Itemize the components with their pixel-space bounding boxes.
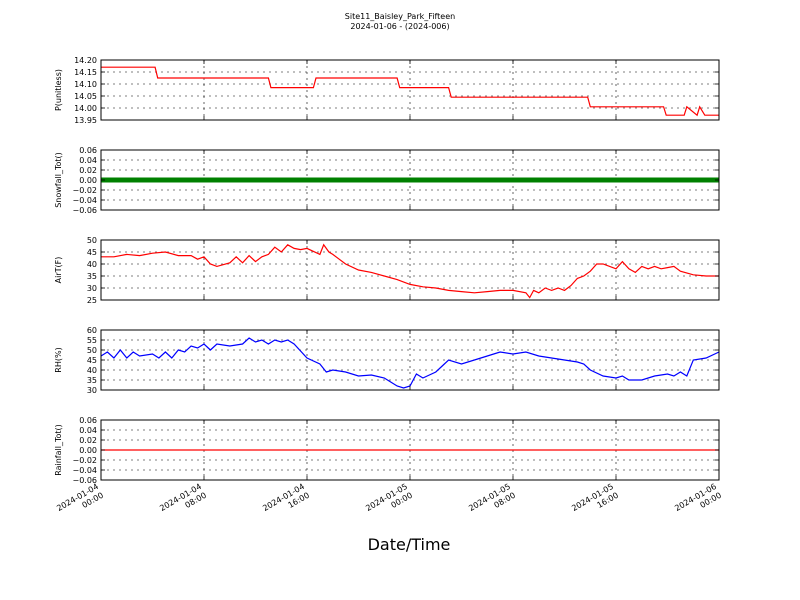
y-axis-label: P(unitless) <box>54 69 63 111</box>
y-tick-label: 14.00 <box>74 104 97 113</box>
y-tick-label: 60 <box>87 326 97 335</box>
x-tick-label: 2024-01-0408:00 <box>158 482 208 522</box>
y-tick-label: 25 <box>87 296 97 305</box>
y-tick-label: 0.00 <box>79 446 97 455</box>
y-tick-label: 55 <box>87 336 97 345</box>
series-line <box>101 243 719 299</box>
y-tick-label: 14.15 <box>74 68 97 77</box>
y-axis-label: AirT(F) <box>54 257 63 284</box>
y-tick-label: 45 <box>87 356 97 365</box>
y-tick-label: 0.02 <box>79 166 97 175</box>
y-axis-label: Snowfall_Tot() <box>54 152 63 208</box>
panel-2: −0.06−0.04−0.020.000.020.040.06 Snowfall_… <box>54 146 720 215</box>
y-tick-label: 0.04 <box>79 156 97 165</box>
y-tick-label: 0.04 <box>79 426 97 435</box>
y-tick-label: 14.05 <box>74 92 97 101</box>
x-tick-labels: 2024-01-0400:00 2024-01-0408:00 2024-01-04… <box>55 482 723 522</box>
y-axis-label: Rainfall_Tot() <box>54 424 63 476</box>
x-tick-label: 2024-01-0600:00 <box>673 482 723 522</box>
y-tick-label: −0.04 <box>72 196 97 205</box>
x-tick-label: 2024-01-0516:00 <box>570 482 620 522</box>
x-axis-label: Date/Time <box>368 535 451 554</box>
y-axis-label: RH(%) <box>54 347 63 372</box>
series-line <box>100 337 720 389</box>
panel-3: 25 30 35 40 45 50 AirT(F) <box>54 236 720 305</box>
y-tick-label: 14.10 <box>74 80 97 89</box>
series-line <box>101 66 719 117</box>
y-tick-label: 0.06 <box>79 146 97 155</box>
x-tick-label: 2024-01-0416:00 <box>261 482 311 522</box>
y-tick-label: −0.02 <box>72 186 97 195</box>
y-tick-label: 45 <box>87 248 97 257</box>
panel-1: 13.95 14.00 14.05 14.10 14.15 14.20 P(unitless… <box>54 56 720 125</box>
y-tick-label: 30 <box>87 386 97 395</box>
y-tick-label: −0.02 <box>72 456 97 465</box>
chart-title: Site11_Baisley_Park_Fifteen <box>345 12 455 21</box>
y-tick-label: −0.04 <box>72 466 97 475</box>
y-tick-label: 13.95 <box>74 116 97 125</box>
y-tick-label: 50 <box>87 236 97 245</box>
y-tick-label: 30 <box>87 284 97 293</box>
y-tick-label: 0.02 <box>79 436 97 445</box>
y-tick-label: 0.06 <box>79 416 97 425</box>
y-tick-label: −0.06 <box>72 476 97 485</box>
y-tick-label: −0.06 <box>72 206 97 215</box>
y-tick-label: 40 <box>87 366 97 375</box>
y-tick-label: 50 <box>87 346 97 355</box>
y-tick-label: 35 <box>87 376 97 385</box>
x-tick-label: 2024-01-0500:00 <box>364 482 414 522</box>
panel-5: −0.06−0.04−0.020.000.020.040.06 Rainfall_… <box>54 416 720 485</box>
y-tick-label: 14.20 <box>74 56 97 65</box>
y-tick-label: 40 <box>87 260 97 269</box>
x-tick-label: 2024-01-0400:00 <box>55 482 105 522</box>
y-tick-label: 0.00 <box>79 176 97 185</box>
y-tick-label: 35 <box>87 272 97 281</box>
panels-group: 13.95 14.00 14.05 14.10 14.15 14.20 P(unitless… <box>54 56 720 485</box>
x-tick-label: 2024-01-0508:00 <box>467 482 517 522</box>
chart-subtitle: 2024-01-06 - (2024-006) <box>350 22 449 31</box>
